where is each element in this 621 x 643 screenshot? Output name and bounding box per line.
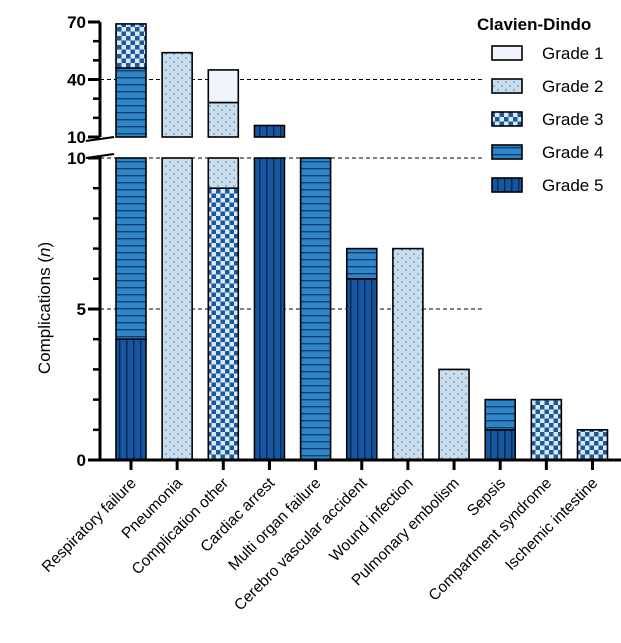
y-tick-label-70: 70: [67, 13, 86, 32]
bar-sepsis-grade-4: [484, 398, 517, 431]
y-tick-label-40: 40: [67, 71, 86, 90]
bar-respiratory-failure-grade-4: [115, 67, 147, 138]
bar-complication-other-grade-2: [207, 157, 240, 190]
y-axis-title-unit: n: [35, 248, 54, 257]
legend-label-grade-2: Grade 2: [542, 77, 603, 96]
bar-cerebro-vascular-accident-grade-5: [345, 277, 378, 461]
tick-labels: 0 5 10 10 40 70: [67, 13, 86, 470]
legend-swatch-grade-4: [491, 144, 523, 160]
bar-cerebro-vascular-accident-grade-4: [345, 247, 378, 280]
bar-wound-infection-grade-2: [392, 247, 424, 461]
legend-swatch-grade-5: [491, 177, 523, 193]
legend-label-grade-3: Grade 3: [542, 110, 603, 129]
bar-respiratory-failure-grade-4: [115, 157, 147, 340]
x-tick-label-wound-infection: Wound infection: [326, 475, 416, 565]
axes: [85, 20, 621, 470]
bar-pulmonary-embolism-grade-2: [438, 368, 470, 461]
y-tick-label-5: 5: [77, 300, 86, 319]
legend-swatch-grade-2: [491, 78, 523, 94]
bar-complication-other-grade-2: [207, 101, 240, 138]
y-axis-title: Complications (n): [35, 242, 54, 374]
bar-multi-organ-failure-grade-4: [299, 157, 332, 461]
bar-respiratory-failure-grade-5: [115, 338, 147, 461]
legend-swatch-grade-3: [491, 111, 523, 127]
legend-title: Clavien-Dindo: [477, 15, 591, 34]
bars: [115, 23, 609, 461]
bar-respiratory-failure-grade-3: [115, 23, 147, 69]
legend-label-grade-1: Grade 1: [542, 44, 603, 63]
bar-complication-other-grade-1: [207, 69, 240, 104]
y-tick-label-0: 0: [77, 451, 86, 470]
y-axis-title-text: Complications: [35, 267, 54, 374]
bar-ischemic-intestine-grade-3: [576, 428, 609, 461]
y-tick-label-10: 10: [67, 128, 86, 147]
bar-cardiac-arrest-grade-5: [253, 157, 286, 461]
legend: Clavien-Dindo Grade 1 Grade 2 Grade 3 Grad…: [477, 15, 603, 195]
category-labels: Respiratory failurePneumoniaComplication…: [39, 474, 601, 614]
bar-pneumonia-grade-2: [161, 51, 193, 138]
axis-break-upper: [85, 136, 115, 142]
y-tick-label-10: 10: [67, 149, 86, 168]
legend-label-grade-4: Grade 4: [542, 143, 603, 162]
gridlines: [100, 79, 482, 310]
legend-label-grade-5: Grade 5: [542, 176, 603, 195]
bar-compartment-syndrome-grade-3: [530, 398, 563, 461]
bar-cardiac-arrest-grade-5: [253, 124, 286, 138]
legend-swatch-grade-1: [491, 45, 523, 61]
bar-sepsis-grade-5: [484, 428, 517, 461]
x-tick-label-sepsis: Sepsis: [464, 475, 509, 520]
bar-pneumonia-grade-2: [161, 157, 193, 461]
bar-complication-other-grade-3: [207, 187, 240, 461]
